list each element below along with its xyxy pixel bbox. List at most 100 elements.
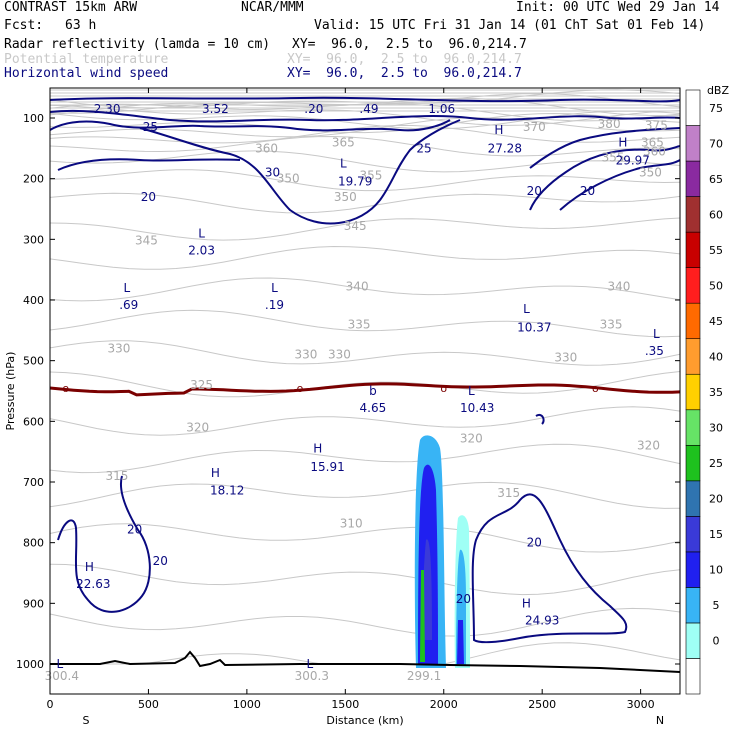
- colorbar-swatch: [685, 409, 701, 446]
- theta-contour-label: 330: [107, 342, 130, 356]
- freezing-line-label: o: [440, 382, 447, 395]
- colorbar-level-label: 60: [709, 208, 723, 221]
- reflectivity-cell-2-core: [457, 620, 464, 664]
- colorbar-level-label: 40: [709, 350, 723, 363]
- theta-contour-label: 340: [346, 280, 369, 294]
- wind-contour-line: [559, 159, 681, 211]
- colorbar-level-label: 15: [709, 528, 723, 541]
- wind-contour-label: 3.52: [202, 102, 229, 116]
- model-title: CONTRAST 15km ARW: [4, 0, 138, 15]
- theta-contour-label: 360: [255, 141, 278, 155]
- field-1-name: Radar reflectivity (lamda = 10 cm): [4, 37, 271, 52]
- freezing-line-label: o: [297, 382, 304, 395]
- south-end-label: S: [83, 714, 90, 727]
- theta-contour-label: 355: [602, 150, 625, 164]
- colorbar-level-label: 0: [713, 635, 720, 648]
- colorbar-swatch: [685, 302, 701, 340]
- theta-contour-line: [49, 481, 681, 509]
- y-tick-label: 200: [23, 173, 44, 186]
- org-label: NCAR/MMM: [241, 0, 304, 15]
- wind-contour-line: [139, 119, 461, 225]
- theta-contour-line: [49, 135, 681, 157]
- wind-contour-line: [57, 158, 241, 171]
- wind-contour-label: 1.06: [428, 102, 455, 116]
- wind-contour-label: H: [211, 466, 220, 480]
- axes: 100 200 300 400 500 600 700 800 900 1000 0 500 1000 1…: [4, 88, 680, 727]
- reflectivity-fill: [414, 435, 470, 668]
- theta-contour-line: [49, 309, 681, 338]
- wind-contour-label: H: [85, 560, 94, 574]
- theta-contours: [49, 89, 681, 665]
- wind-contour-label: L: [57, 657, 64, 671]
- theta-contour-label: 360: [643, 144, 666, 158]
- theta-contour-label: 365: [641, 135, 664, 149]
- theta-contour-label: 330: [554, 351, 577, 365]
- x-tick-label: 0: [47, 698, 54, 711]
- wind-contour-label: .35: [645, 344, 664, 358]
- plot-frame: [49, 87, 681, 695]
- colorbar-swatch: [685, 373, 701, 411]
- wind-contour-label: 20: [456, 592, 471, 606]
- y-tick-label: 100: [23, 112, 44, 125]
- wind-contour-label: 29.97: [616, 153, 650, 167]
- colorbar-level-label: 10: [709, 564, 723, 577]
- theta-contour-label: 355: [359, 169, 382, 183]
- y-tick-label: 1000: [16, 658, 44, 671]
- wind-contour-label: 27.28: [488, 141, 522, 155]
- wind-contour-label: 15.91: [310, 460, 344, 474]
- colorbar-level-label: 5: [713, 599, 720, 612]
- colorbar: 0 5 10 15 20 25 30 35 40 45 50 55 60 65 70 75 dBZ: [685, 84, 729, 695]
- fcst-label: Fcst:: [4, 18, 44, 33]
- field-3-xy: XY= 96.0, 2.5 to 96.0,214.7: [287, 66, 522, 81]
- wind-contour-label: b: [369, 384, 377, 398]
- colorbar-level-label: 55: [709, 244, 723, 257]
- theta-contour-label: 345: [344, 219, 367, 233]
- freezing-line-label: o: [62, 382, 69, 395]
- reflectivity-cell-core: [422, 539, 432, 640]
- theta-contour-label: 330: [328, 348, 351, 362]
- wind-contour-line: [57, 475, 151, 613]
- wind-contour-label: 22.63: [76, 577, 110, 591]
- colorbar-level-label: 35: [709, 386, 723, 399]
- freezing-line: o o oo: [49, 382, 681, 397]
- wind-contour-label: 25: [416, 141, 431, 155]
- theta-contour-label: 350: [334, 190, 357, 204]
- wind-contour-line: [49, 119, 451, 132]
- theta-contour-line: [49, 117, 681, 138]
- colorbar-level-label: 30: [709, 422, 723, 435]
- theta-contour-line: [49, 563, 681, 596]
- theta-contour-line: [49, 245, 681, 270]
- field-1-xy: XY= 96.0, 2.5 to 96.0,214.7: [292, 37, 527, 52]
- wind-contour-label: 20: [153, 554, 168, 568]
- colorbar-swatch: [685, 160, 701, 197]
- wind-contour-line: [471, 493, 628, 644]
- y-tick-label: 900: [23, 597, 44, 610]
- x-tick-label: 2500: [528, 698, 556, 711]
- terrain-line: [50, 650, 681, 673]
- x-tick-label: 3000: [627, 698, 655, 711]
- colorbar-swatch: [685, 231, 701, 268]
- theta-contour-line: [49, 217, 681, 241]
- wind-contour-label: 10.43: [460, 401, 494, 415]
- wind-contour-line: [49, 96, 681, 103]
- wind-contour-label: L: [523, 302, 530, 316]
- init-time: Init: 00 UTC Wed 29 Jan 14: [516, 0, 720, 15]
- theta-contour-label: 350: [277, 172, 300, 186]
- wind-contour-label: 20: [141, 190, 156, 204]
- colorbar-swatch: [685, 89, 701, 126]
- y-tick-label: 300: [23, 233, 44, 246]
- colorbar-level-label: 65: [709, 173, 723, 186]
- colorbar-swatch: [685, 125, 701, 162]
- wind-contour-label: 19.79: [338, 175, 372, 189]
- theta-contour-label: 335: [348, 317, 371, 331]
- theta-contour-line: [49, 277, 681, 302]
- theta-contour-line: [49, 169, 681, 192]
- colorbar-swatch: [685, 587, 701, 624]
- wind-labels: 2.30 3.52 .20 .49 1.06 25 25 30 20 L 19.79 H 27.28 H 2…: [57, 102, 664, 671]
- y-tick-label: 500: [23, 355, 44, 368]
- colorbar-swatch: [685, 480, 701, 517]
- theta-contour-label: 350: [639, 166, 662, 180]
- colorbar-swatch: [685, 516, 701, 553]
- theta-contour-label: 335: [600, 317, 623, 331]
